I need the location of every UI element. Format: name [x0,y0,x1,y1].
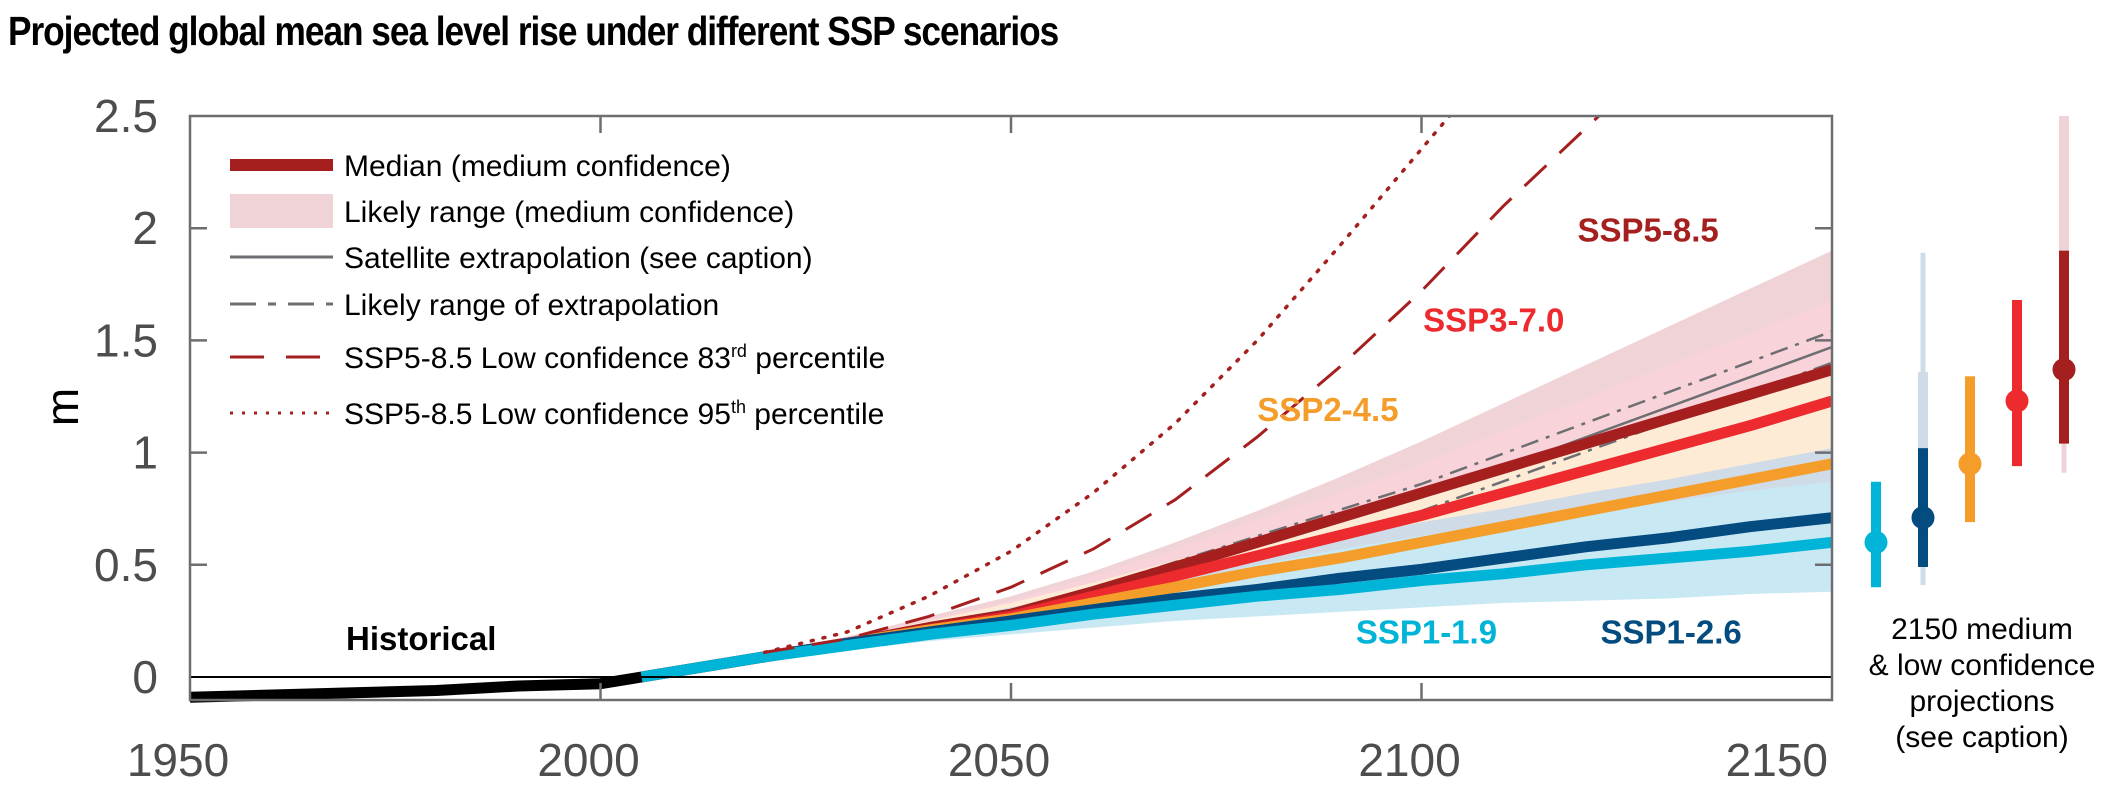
x-tick-label: 2050 [948,734,1050,786]
legend-label-text: Satellite extrapolation (see caption) [344,242,813,275]
y-tick-label: 2.5 [94,90,158,142]
low-confidence-curves [762,116,1600,655]
legend-label-text: SSP5-8.5 Low confidence 95 [344,398,731,431]
median-marker [1911,506,1935,530]
legend-item: Likely range (medium confidence) [230,194,794,229]
historical-label: Historical [346,620,496,657]
median-marker [1958,452,1982,476]
projection-bar-ssp3-7.0 [2005,300,2029,467]
legend-label: Satellite extrapolation (see caption) [344,242,813,275]
median-lines [640,364,1832,683]
x-tick-label: 1950 [127,734,229,786]
projections-note-line: (see caption) [1895,721,2068,754]
historical-line [189,671,643,703]
y-tick-label: 1 [132,427,158,479]
scenario-label: SSP1-1.9 [1356,613,1497,650]
scenario-label: SSP2-4.5 [1257,391,1398,428]
median-line-ssp1-1.9 [640,536,1832,683]
projection-bar-ssp2-4.5 [1958,376,1982,523]
legend-item: Satellite extrapolation (see caption) [230,242,813,275]
axes: 0 0.5 1 1.5 2 2.5 1950 2000 2050 2100 2150 m [36,90,1834,786]
scenario-label: SSP5-8.5 [1577,212,1718,249]
chart-title: Projected global mean sea level rise und… [8,8,1059,54]
legend-item: Likely range of extrapolation [230,289,719,322]
legend-label-superscript: rd [731,341,747,361]
legend-label: SSP5-8.5 Low confidence 95th percentile [344,397,884,431]
median-marker [2052,358,2076,382]
x-tick-label: 2100 [1358,734,1460,786]
legend-label: Likely range (medium confidence) [344,196,794,229]
percentile-83-line [764,116,1600,654]
legend-label-text: Likely range of extrapolation [344,289,719,322]
legend-label: Median (medium confidence) [344,150,731,183]
projection-bar-ssp1-1.9 [1864,481,1888,588]
y-tick-label: 1.5 [94,314,158,366]
projections-note: 2150 medium& low confidenceprojections(s… [1869,613,2096,754]
legend-label-text: SSP5-8.5 Low confidence 83 [344,342,731,375]
projection-bar-ssp5-8.5 [2052,116,2076,473]
legend-label-suffix: percentile [746,398,884,431]
legend-label-superscript: th [731,397,746,417]
y-axis-label: m [36,388,88,426]
y-tick-label: 0.5 [94,539,158,591]
projection-bar-ssp1-2.6 [1911,252,1935,585]
projections-note-line: 2150 medium [1891,613,2073,646]
projections-note-line: projections [1909,685,2054,718]
legend-label-text: Median (medium confidence) [344,150,731,183]
historical-series [189,671,643,703]
legend: Median (medium confidence) Likely range (… [230,150,885,431]
y-tick-label: 0 [132,651,158,703]
projections-2150 [1864,116,2076,588]
projections-note-line: & low confidence [1869,649,2096,682]
x-tick-label: 2150 [1726,734,1828,786]
legend-item: SSP5-8.5 Low confidence 95th percentile [230,397,884,431]
median-marker [1864,530,1888,554]
legend-item: Median (medium confidence) [230,150,731,183]
scenario-label: SSP1-2.6 [1600,613,1741,650]
legend-swatch-band [230,194,333,228]
legend-label: SSP5-8.5 Low confidence 83rd percentile [344,341,885,375]
median-marker [2005,389,2029,413]
y-tick-label: 2 [132,202,158,254]
legend-item: SSP5-8.5 Low confidence 83rd percentile [230,341,885,375]
scenario-label: SSP3-7.0 [1423,301,1564,338]
legend-label-suffix: percentile [747,342,885,375]
scenario-labels: SSP5-8.5 SSP3-7.0 SSP2-4.5 SSP1-1.9 SSP1-2.6… [346,212,1742,657]
legend-label: Likely range of extrapolation [344,289,719,322]
x-tick-label: 2000 [537,734,639,786]
legend-label-text: Likely range (medium confidence) [344,196,794,229]
